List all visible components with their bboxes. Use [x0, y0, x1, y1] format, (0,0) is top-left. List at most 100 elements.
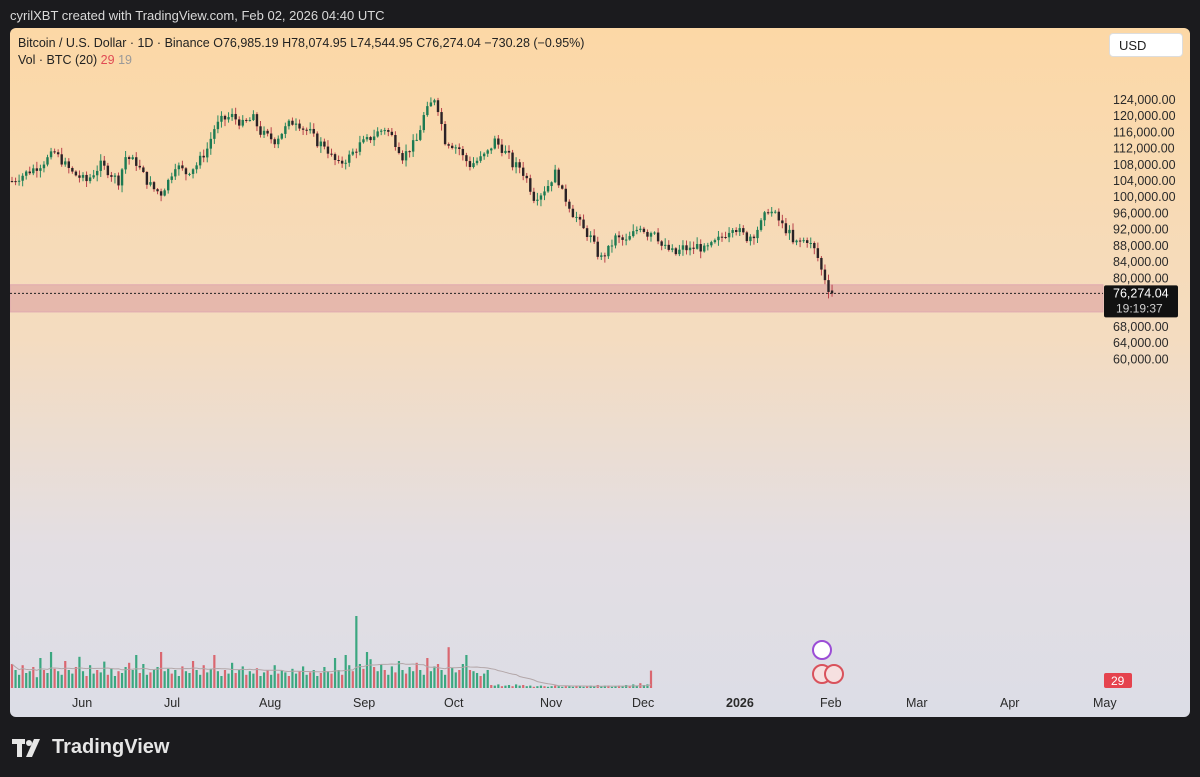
- volume-bar: [404, 673, 408, 688]
- candle-body: [820, 257, 823, 270]
- candle-body: [575, 216, 578, 218]
- volume-bar: [131, 670, 134, 688]
- volume-bar: [128, 662, 131, 688]
- volume-bar: [252, 673, 255, 688]
- candle-body: [383, 130, 386, 132]
- candle-body: [252, 114, 255, 121]
- volume-bar: [113, 676, 117, 688]
- candle-body: [788, 229, 791, 234]
- chart-area[interactable]: 124,000.00 120,000.00 116,000.00 112,000.00…: [10, 28, 1190, 717]
- volume-bar: [646, 684, 649, 688]
- candle-body: [262, 130, 266, 135]
- candle-body: [678, 249, 681, 255]
- candle-body: [387, 130, 390, 132]
- candle-body: [309, 128, 312, 131]
- volume-bar: [607, 685, 610, 688]
- time-axis-label: Jul: [164, 696, 180, 710]
- ohlc-close: C76,274.04: [416, 36, 481, 50]
- candle-body: [827, 280, 830, 292]
- candle-body: [35, 168, 39, 171]
- candle-body: [135, 157, 138, 166]
- candle-body: [674, 248, 678, 255]
- candle-body: [333, 154, 337, 161]
- candle-body: [28, 171, 31, 174]
- candle-body: [486, 150, 489, 154]
- volume-bar: [270, 674, 273, 688]
- candle-body: [642, 228, 646, 232]
- candle-body: [756, 229, 759, 239]
- volume-bar: [71, 673, 74, 688]
- volume-bar: [348, 665, 351, 688]
- volume-bar: [60, 674, 63, 688]
- volume-bar: [28, 671, 31, 688]
- event-icon[interactable]: [824, 664, 844, 684]
- volume-bar: [649, 670, 653, 688]
- price-axis-label: 116,000.00: [1113, 125, 1175, 139]
- candle-body: [543, 191, 546, 196]
- volume-bar: [294, 673, 298, 688]
- volume-bar: [454, 672, 457, 688]
- candle-body: [376, 131, 379, 137]
- symbol-title[interactable]: Bitcoin / U.S. Dollar · 1D · Binance: [18, 36, 210, 50]
- candle-body: [198, 155, 202, 166]
- candle-countdown: 19:19:37: [1116, 301, 1163, 315]
- last-price-tag: [1104, 285, 1178, 318]
- candle-body: [46, 157, 49, 165]
- candle-body: [106, 165, 110, 176]
- time-axis-label: Aug: [259, 696, 281, 710]
- price-axis-label: 64,000.00: [1113, 336, 1169, 350]
- lightning-event-icon[interactable]: [812, 640, 832, 660]
- volume-bar: [18, 674, 21, 688]
- volume-bar: [628, 686, 631, 688]
- volume-bar: [532, 686, 535, 688]
- volume-bar: [209, 668, 212, 688]
- volume-bar: [305, 674, 308, 688]
- candle-body: [600, 255, 603, 257]
- candle-body: [426, 106, 429, 116]
- volume-bar: [603, 685, 606, 688]
- support-zone: [10, 284, 1104, 313]
- candle-body: [727, 232, 731, 238]
- candle-body: [713, 240, 717, 243]
- candle-body: [791, 229, 795, 243]
- volume-bar: [586, 686, 589, 688]
- candle-body: [181, 165, 184, 169]
- candle-body: [145, 172, 149, 185]
- candle-body: [628, 236, 631, 240]
- volume-bar: [25, 673, 28, 688]
- price-axis-label: 60,000.00: [1113, 352, 1169, 366]
- volume-bar: [46, 673, 49, 688]
- currency-button[interactable]: USD: [1109, 33, 1183, 57]
- candle-body: [816, 248, 820, 258]
- tradingview-logo: TradingView: [12, 736, 169, 759]
- volume-bar: [500, 686, 503, 688]
- time-axis-label: Apr: [1000, 696, 1019, 710]
- candle-body: [766, 212, 770, 214]
- candle-body: [518, 162, 521, 168]
- candle-body: [159, 191, 163, 196]
- volume-indicator-label[interactable]: Vol · BTC (20): [18, 53, 98, 67]
- candle-body: [419, 130, 422, 140]
- volume-bar: [557, 686, 560, 688]
- candle-body: [681, 245, 685, 250]
- volume-bar: [266, 670, 269, 688]
- volume-bar: [564, 686, 567, 688]
- chart-legend: Bitcoin / U.S. Dollar · 1D · Binance O76…: [18, 35, 584, 69]
- candle-body: [167, 179, 170, 191]
- candle-body: [539, 195, 543, 200]
- candle-body: [451, 145, 454, 149]
- candle-body: [206, 148, 209, 158]
- time-axis-label: May: [1093, 696, 1117, 710]
- volume-bar: [397, 661, 401, 688]
- volume-bar: [202, 665, 205, 688]
- chart-credit: cyrilXBT created with TradingView.com, F…: [10, 8, 385, 23]
- volume-bar: [568, 686, 571, 688]
- volume-bar: [32, 667, 35, 688]
- candle-body: [468, 161, 472, 168]
- candle-body: [649, 233, 653, 237]
- candlestick-chart[interactable]: 124,000.00 120,000.00 116,000.00 112,000.00…: [10, 28, 1190, 717]
- volume-bar: [42, 670, 46, 688]
- candle-body: [56, 152, 60, 155]
- volume-bar: [280, 670, 283, 688]
- volume-bar: [497, 684, 500, 688]
